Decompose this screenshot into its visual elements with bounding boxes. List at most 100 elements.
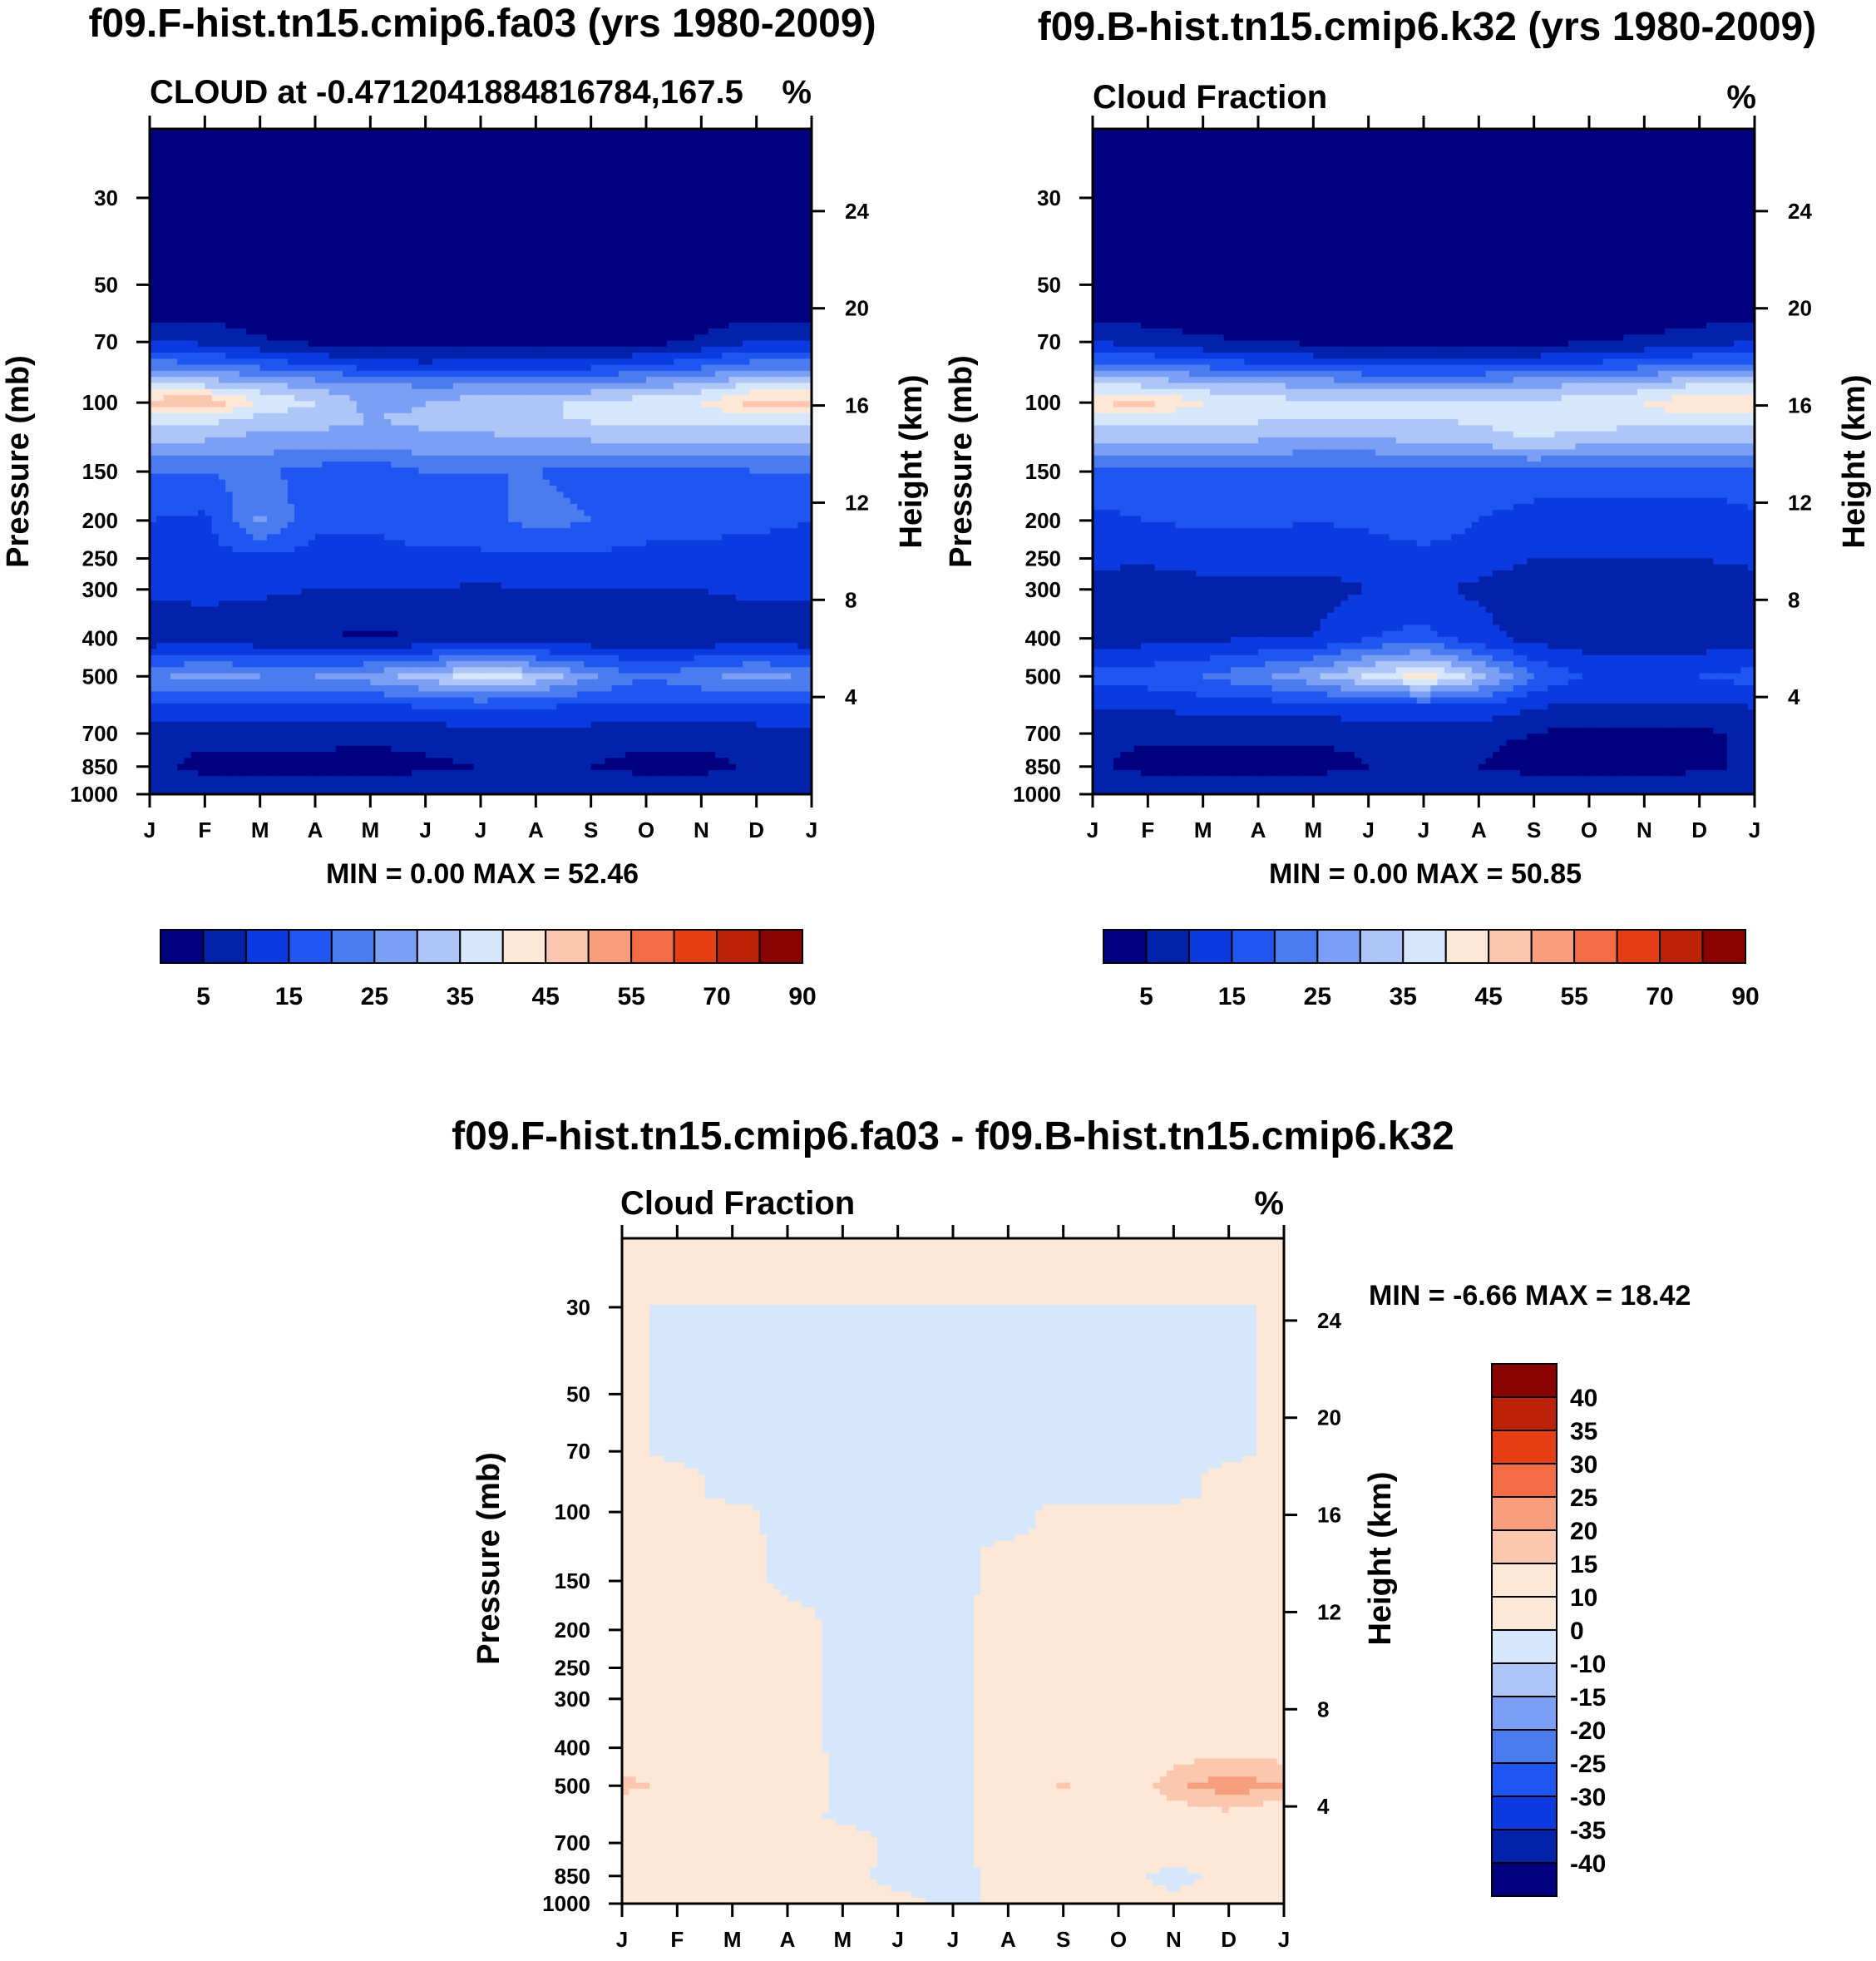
field-cell	[211, 703, 220, 723]
field-cell	[397, 588, 406, 650]
field-cell	[473, 582, 481, 644]
field-cell	[994, 1305, 1002, 1542]
field-cell	[370, 370, 378, 378]
field-cell	[1602, 654, 1611, 704]
field-cell	[1217, 395, 1225, 426]
y-tick-label: 1000	[70, 782, 118, 807]
field-cell	[1409, 679, 1418, 686]
field-cell	[460, 763, 468, 771]
field-cell	[743, 679, 750, 692]
field-cell	[397, 752, 406, 777]
field-cell	[577, 346, 585, 359]
field-cell	[1132, 1305, 1140, 1505]
field-cell	[1409, 401, 1418, 420]
field-cell	[646, 346, 654, 353]
field-cell	[328, 129, 337, 348]
field-cell	[1148, 129, 1156, 329]
field-cell	[1506, 661, 1514, 674]
field-cell	[266, 752, 274, 777]
field-cell	[225, 721, 234, 753]
field-cell	[253, 654, 261, 668]
field-cell	[756, 407, 764, 414]
field-cell	[670, 1305, 678, 1463]
field-cell	[756, 443, 764, 457]
field-cell	[383, 449, 392, 462]
field-cell	[1251, 528, 1259, 577]
field-cell	[280, 552, 289, 595]
field-cell	[1251, 340, 1259, 353]
field-cell	[418, 370, 427, 378]
field-cell	[1355, 691, 1362, 699]
field-cell	[1692, 425, 1701, 444]
field-cell	[563, 661, 571, 668]
field-cell	[1513, 388, 1521, 402]
field-cell	[770, 528, 778, 601]
field-cell	[404, 383, 412, 414]
field-cell	[508, 552, 516, 590]
field-cell	[1692, 728, 1701, 771]
field-cell	[1589, 395, 1597, 432]
field-cell	[770, 679, 778, 692]
field-cell	[767, 1305, 775, 1584]
field-cell	[1671, 497, 1680, 559]
field-cell	[590, 679, 599, 692]
field-cell	[211, 776, 220, 794]
field-cell	[743, 643, 750, 656]
field-cell	[198, 776, 205, 794]
field-cell	[1237, 667, 1246, 686]
field-cell	[1202, 358, 1211, 366]
field-cell	[1692, 370, 1701, 378]
field-cell	[370, 358, 378, 372]
field-cell	[404, 546, 412, 590]
field-cell	[1368, 636, 1376, 650]
field-cell	[1485, 703, 1493, 723]
y-tick-label: 850	[1025, 754, 1061, 779]
field-cell	[1217, 643, 1225, 656]
field-cell	[274, 395, 282, 414]
field-cell	[163, 516, 171, 601]
field-cell	[1548, 449, 1556, 457]
field-cell	[1175, 715, 1183, 747]
field-cell	[253, 412, 261, 432]
field-cell	[370, 691, 378, 704]
field-cell	[335, 679, 343, 692]
field-cell	[1520, 346, 1528, 359]
field-cell	[735, 691, 743, 704]
field-cell	[184, 443, 192, 457]
field-cell	[1182, 370, 1190, 384]
field-cell	[1513, 455, 1521, 468]
field-cell	[1699, 558, 1707, 656]
field-cell	[1637, 383, 1645, 390]
field-cell	[1223, 576, 1232, 644]
field-cell	[542, 661, 550, 668]
field-cell	[1596, 340, 1604, 353]
field-cell	[274, 370, 282, 378]
field-cell	[1644, 467, 1652, 499]
field-cell	[1194, 1758, 1202, 1784]
field-cell	[674, 443, 682, 457]
field-cell	[1506, 449, 1514, 457]
field-cell	[239, 552, 247, 601]
colorbar-label: 35	[447, 983, 474, 1010]
field-cell	[404, 721, 412, 753]
field-cell	[1278, 703, 1286, 717]
field-cell	[722, 364, 730, 372]
field-cell	[804, 383, 812, 390]
field-cell	[556, 346, 565, 359]
field-cell	[1403, 721, 1411, 794]
field-cell	[501, 654, 509, 662]
field-cell	[1159, 1867, 1168, 1886]
field-cell	[377, 776, 385, 794]
field-cell	[542, 709, 550, 729]
field-cell	[1617, 370, 1625, 378]
field-cell	[391, 425, 399, 451]
field-cell	[694, 703, 702, 723]
field-cell	[328, 703, 337, 723]
field-cell	[473, 455, 481, 475]
field-cell	[1713, 353, 1721, 366]
field-cell	[432, 721, 440, 758]
field-cell	[611, 401, 620, 426]
field-cell	[287, 776, 295, 794]
field-cell	[280, 479, 289, 529]
field-cell	[232, 521, 240, 553]
